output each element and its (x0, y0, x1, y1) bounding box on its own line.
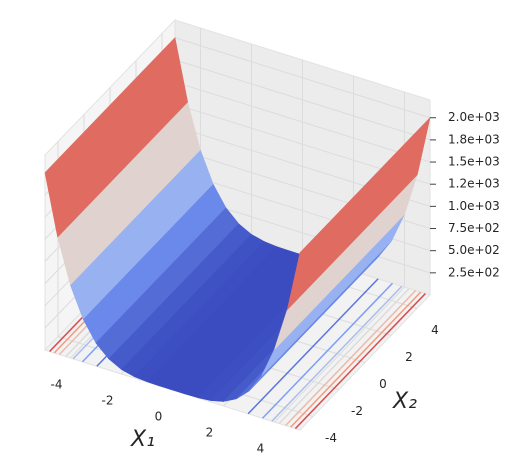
z-tick-label: 1.0e+03 (448, 199, 500, 213)
y-tick-label: 0 (379, 377, 387, 391)
surface (44, 37, 431, 402)
z-tick-label: 2.5e+02 (448, 265, 500, 279)
z-tick-label: 1.2e+03 (448, 177, 500, 191)
grid-line (174, 37, 431, 119)
contour-line (285, 289, 417, 427)
z-tick-label: 1.5e+03 (448, 155, 500, 169)
y-tick-label: -2 (351, 404, 363, 418)
x-tick-label: 4 (257, 442, 265, 456)
z-tick-label: 1.8e+03 (448, 132, 500, 146)
contour-line (271, 285, 403, 422)
x-tick-label: -2 (102, 394, 114, 408)
x-tick-label: 0 (155, 410, 163, 424)
grid-line (174, 81, 431, 163)
y-tick-label: 2 (405, 350, 413, 364)
contour-line (290, 291, 422, 428)
contour-line (247, 278, 379, 415)
contour-line (261, 282, 394, 419)
contour-line (278, 287, 410, 424)
contour-line (294, 293, 426, 430)
x-tick-label: -4 (51, 378, 63, 392)
z-tick-label: 2.0e+03 (448, 110, 500, 124)
y-tick-label: -4 (325, 431, 337, 445)
labels: -4 -2 0 2 4 -4 -2 0 2 4 2.5e+02 5.0e+02 7.5e+02 1.0e+… (51, 110, 500, 455)
y-axis-label: X₂ (392, 389, 417, 414)
z-tick-label: 5.0e+02 (448, 243, 500, 257)
z-tick-label: 7.5e+02 (448, 221, 500, 235)
y-tick-label: 4 (431, 323, 439, 337)
x-axis-label: X₁ (130, 427, 155, 452)
grid-line (174, 59, 431, 141)
x-tick-label: 2 (206, 426, 214, 440)
